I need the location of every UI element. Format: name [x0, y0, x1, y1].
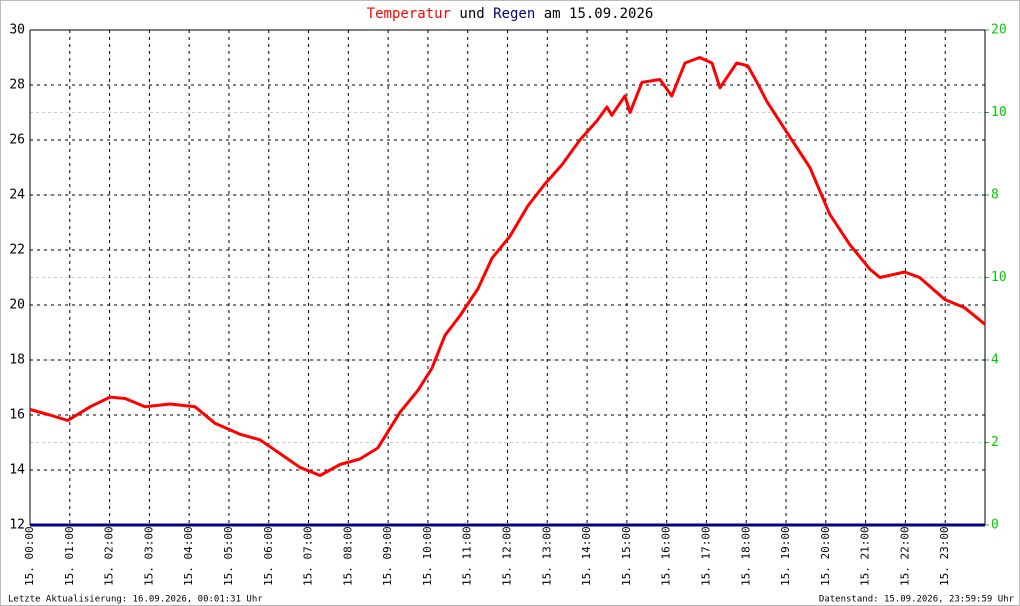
y2-tick-label: 4 — [991, 353, 999, 368]
y-tick-label: 28 — [9, 78, 25, 93]
title-part: Temperatur — [367, 6, 451, 22]
y2-tick-label: 10 — [991, 105, 1007, 120]
x-tick-label: 15. 05:00 — [222, 526, 235, 586]
x-tick-label: 15. 14:00 — [580, 526, 593, 586]
x-tick-label: 15. 20:00 — [819, 526, 832, 586]
y2-tick-label: 0 — [991, 518, 999, 533]
x-tick-label: 15. 19:00 — [779, 526, 792, 586]
y-tick-label: 26 — [9, 133, 25, 148]
series-line — [29, 56, 986, 477]
x-tick-label: 15. 10:00 — [421, 526, 434, 586]
x-tick-label: 15. 09:00 — [381, 526, 394, 586]
x-tick-label: 15. 03:00 — [142, 526, 155, 586]
y-tick-label: 12 — [9, 518, 25, 533]
x-tick-label: 15. 16:00 — [660, 526, 673, 586]
title-part: und — [459, 6, 484, 22]
y-tick-label: 22 — [9, 243, 25, 258]
x-tick-label: 15. 08:00 — [341, 526, 354, 586]
x-tick-label: 15. 21:00 — [859, 526, 872, 586]
x-tick-label: 15. 13:00 — [540, 526, 553, 586]
y-tick-label: 14 — [9, 463, 25, 478]
title-part: Regen — [493, 6, 535, 22]
y-tick-label: 16 — [9, 408, 25, 423]
x-tick-label: 15. 01:00 — [63, 526, 76, 586]
x-tick-label: 15. 15:00 — [620, 526, 633, 586]
x-tick-label: 15. 12:00 — [501, 526, 514, 586]
y2-tick-label: 8 — [991, 188, 999, 203]
x-tick-label: 15. 00:00 — [23, 526, 36, 586]
y-tick-label: 18 — [9, 353, 25, 368]
y2-tick-label: 2 — [991, 435, 999, 450]
x-tick-label: 15. 22:00 — [898, 526, 911, 586]
y2-tick-label: 20 — [991, 23, 1007, 38]
x-tick-label: 15. 18:00 — [739, 526, 752, 586]
x-tick-label: 15. 11:00 — [461, 526, 474, 586]
footer-left: Letzte Aktualisierung: 16.09.2026, 00:01… — [8, 595, 263, 605]
y2-tick-label: 10 — [991, 270, 1007, 285]
x-tick-label: 15. 07:00 — [302, 526, 315, 586]
chart-title: Temperatur und Regen am 15.09.2026 — [367, 6, 654, 22]
x-tick-label: 15. 23:00 — [938, 526, 951, 586]
footer-right: Datenstand: 15.09.2026, 23:59:59 Uhr — [819, 595, 1015, 605]
x-tick-label: 15. 04:00 — [182, 526, 195, 586]
y-tick-label: 30 — [9, 23, 25, 38]
title-part: am 15.09.2026 — [544, 6, 654, 22]
y-tick-label: 24 — [9, 188, 25, 203]
x-tick-label: 15. 17:00 — [699, 526, 712, 586]
x-tick-label: 15. 02:00 — [103, 526, 116, 586]
y-tick-label: 20 — [9, 298, 25, 313]
x-tick-label: 15. 06:00 — [262, 526, 275, 586]
